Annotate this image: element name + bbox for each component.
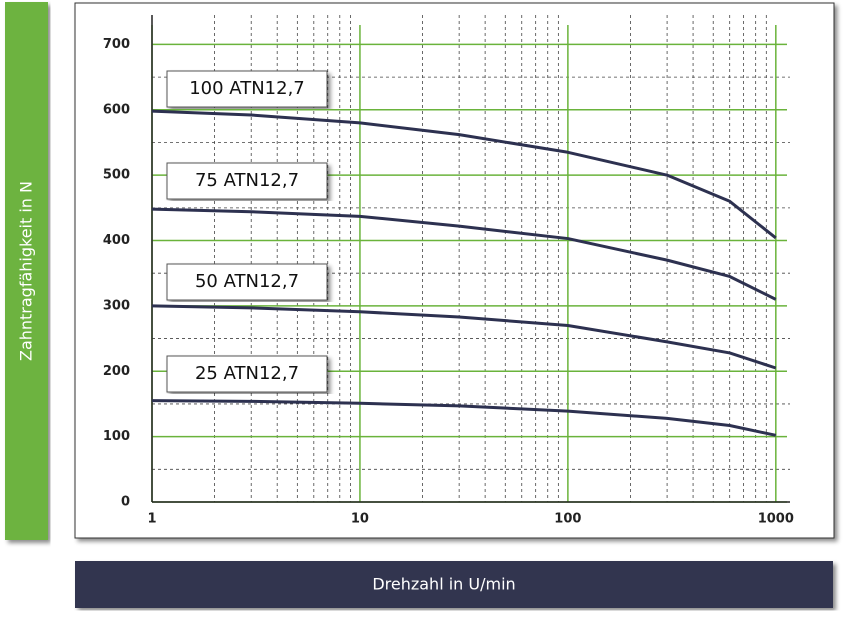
y-axis-label: Zahntragfähigkeit in N <box>17 181 36 361</box>
x-tick-label: 1 <box>147 512 156 527</box>
series-line <box>151 304 777 370</box>
legend-box <box>166 70 328 108</box>
y-tick-label: 600 <box>103 102 130 117</box>
y-tick-label: 300 <box>103 298 130 313</box>
y-label-panel <box>5 2 48 540</box>
legend-box <box>166 162 328 200</box>
y-tick-label: 100 <box>103 429 130 444</box>
y-tick-label: 400 <box>103 233 130 248</box>
legend-label: 50 ATN12,7 <box>195 271 299 292</box>
legend-box <box>166 355 328 393</box>
x-tick-label: 10 <box>351 512 369 527</box>
y-tick-label: 500 <box>103 168 130 183</box>
x-axis-label: Drehzahl in U/min <box>372 575 515 594</box>
y-tick-label: 0 <box>121 495 130 510</box>
series-line <box>151 207 777 301</box>
x-label-panel <box>75 561 833 608</box>
y-tick-label: 200 <box>103 364 130 379</box>
series-line <box>151 399 777 437</box>
legend-box <box>166 263 328 301</box>
series-line <box>151 109 777 240</box>
legend-label: 75 ATN12,7 <box>195 170 299 191</box>
x-tick-label: 100 <box>554 512 581 527</box>
y-tick-label: 700 <box>103 37 130 52</box>
x-tick-label: 1000 <box>758 512 794 527</box>
legend-label: 100 ATN12,7 <box>189 78 305 99</box>
legend-label: 25 ATN12,7 <box>195 363 299 384</box>
